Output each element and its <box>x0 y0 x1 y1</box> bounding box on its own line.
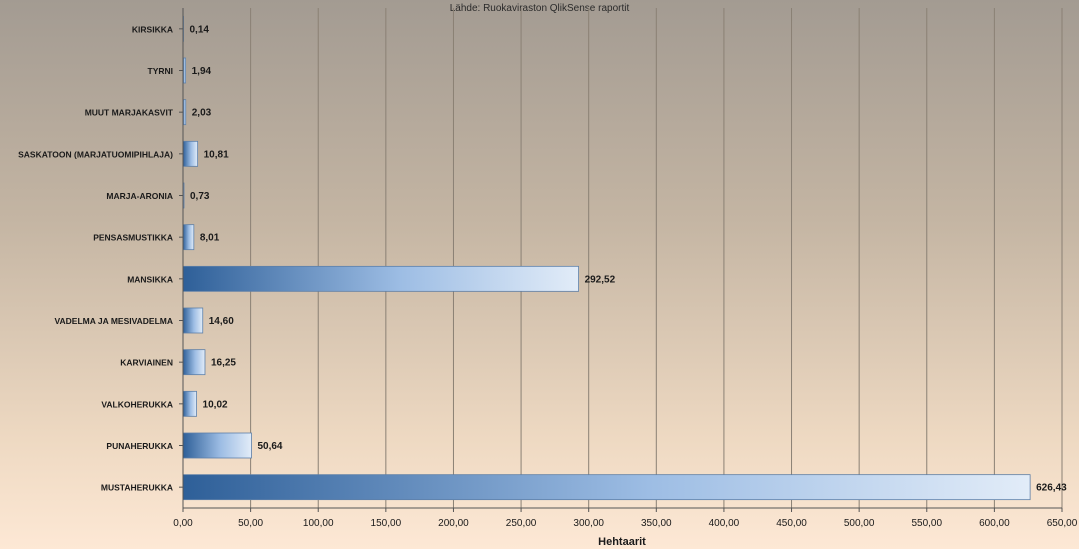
value-label: 10,81 <box>204 149 229 160</box>
bar <box>182 265 579 292</box>
bar <box>182 349 206 376</box>
bar <box>182 307 204 334</box>
category-label: MARJA-ARONIA <box>106 191 173 201</box>
x-tick-label: 50,00 <box>238 518 263 529</box>
bar <box>182 474 1031 501</box>
x-tick-label: 0,00 <box>173 518 193 529</box>
value-label: 2,03 <box>192 108 212 119</box>
category-label: MUUT MARJAKASVIT <box>85 108 174 118</box>
category-label: PUNAHERUKKA <box>106 441 173 451</box>
category-label: TYRNI <box>148 66 174 76</box>
bar <box>182 432 252 459</box>
bar <box>182 390 197 417</box>
x-tick-label: 550,00 <box>911 518 942 529</box>
category-label: VALKOHERUKKA <box>101 399 173 409</box>
bars: 0,14 1,94 2,03 10,81 0,73 8,01 292,52 14,60 16,2… <box>182 15 1067 501</box>
value-label: 14,60 <box>209 316 234 327</box>
bar <box>182 140 199 167</box>
axes: 0,00 50,00 100,00 150,00 200,00 250,00 300,00 3… <box>18 8 1078 529</box>
value-label: 50,64 <box>257 441 282 452</box>
x-tick-label: 150,00 <box>371 518 402 529</box>
category-label: SASKATOON (MARJATUOMIPIHLAJA) <box>18 149 173 159</box>
value-label: 0,73 <box>190 191 210 202</box>
category-label: VADELMA JA MESIVADELMA <box>54 316 173 326</box>
bar <box>182 224 195 251</box>
x-tick-label: 300,00 <box>573 518 604 529</box>
x-tick-label: 600,00 <box>979 518 1010 529</box>
x-tick-label: 200,00 <box>438 518 469 529</box>
x-tick-label: 250,00 <box>506 518 537 529</box>
category-label: PENSASMUSTIKKA <box>93 233 173 243</box>
chart-subtitle: Lähde: Ruokaviraston QlikSense raportit <box>449 3 630 14</box>
category-label: KARVIAINEN <box>120 358 173 368</box>
x-tick-label: 100,00 <box>303 518 334 529</box>
value-label: 16,25 <box>211 358 236 369</box>
category-label: KIRSIKKA <box>132 24 173 34</box>
x-axis-title: Hehtaarit <box>598 536 646 548</box>
value-label: 8,01 <box>200 233 220 244</box>
x-tick-label: 450,00 <box>776 518 807 529</box>
x-tick-label: 650,00 <box>1047 518 1078 529</box>
grid-lines <box>250 8 1063 508</box>
value-label: 1,94 <box>192 66 212 77</box>
value-label: 10,02 <box>203 399 228 410</box>
value-label: 292,52 <box>585 274 616 285</box>
x-tick-label: 350,00 <box>641 518 672 529</box>
category-label: MUSTAHERUKKA <box>101 483 173 493</box>
x-tick-label: 400,00 <box>709 518 740 529</box>
category-label: MANSIKKA <box>127 274 173 284</box>
value-label: 626,43 <box>1036 483 1067 494</box>
x-tick-label: 500,00 <box>844 518 875 529</box>
value-label: 0,14 <box>190 24 210 35</box>
